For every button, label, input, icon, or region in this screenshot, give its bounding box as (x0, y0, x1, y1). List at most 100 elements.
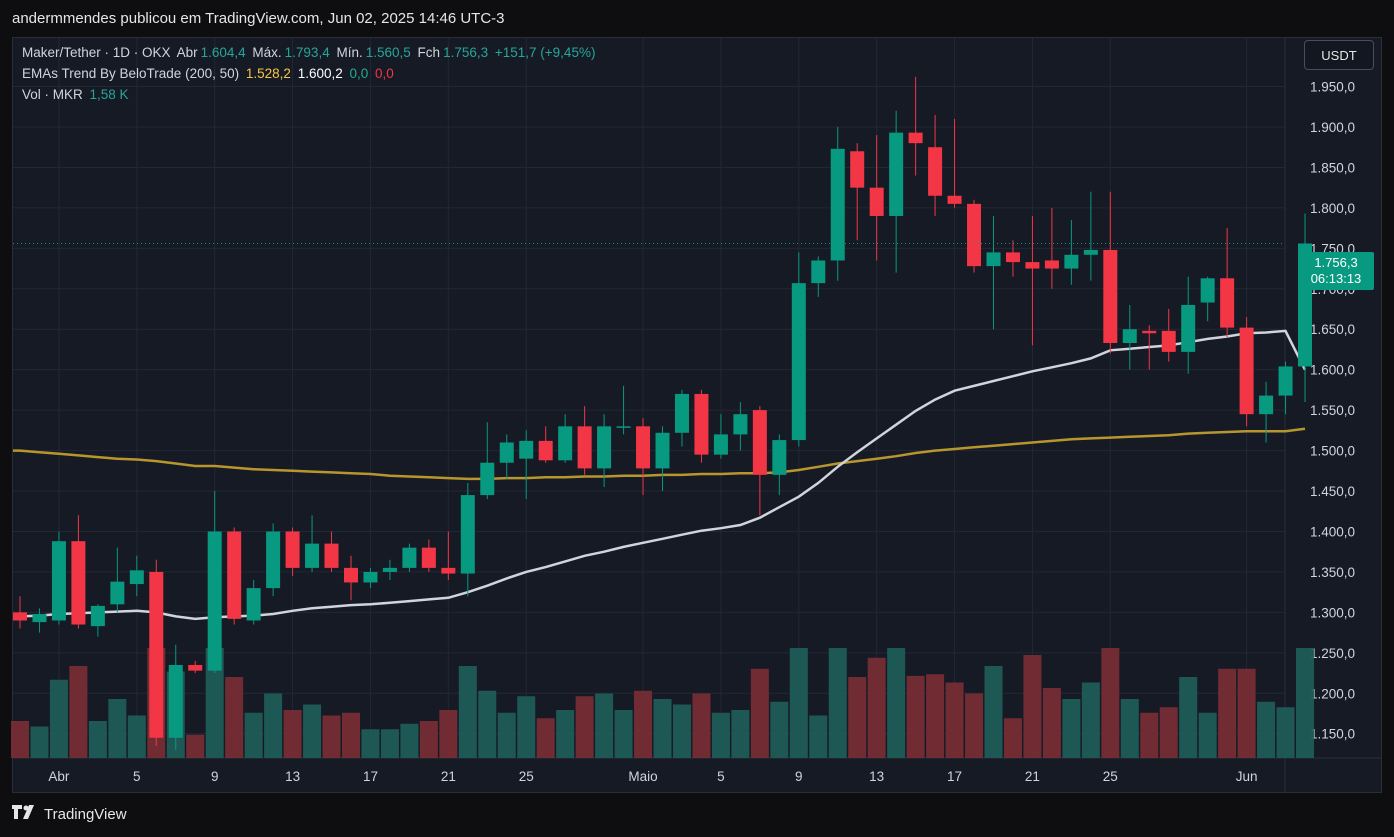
footer-brand[interactable]: TradingView (12, 805, 127, 823)
volume-bar (789, 648, 808, 758)
candle-body (986, 252, 1001, 267)
x-tick-label: 17 (947, 769, 962, 784)
x-tick-label: Abr (48, 769, 70, 784)
volume-bar (341, 712, 360, 758)
volume-bar (828, 648, 847, 758)
volume-bar (1120, 699, 1139, 758)
legend-volume-name[interactable]: Vol · MKR (22, 87, 83, 102)
legend-open-value: 1.604,4 (200, 45, 246, 60)
candle-body (402, 547, 417, 568)
volume-bar (556, 710, 575, 758)
legend-indicator-line[interactable]: EMAs Trend By BeloTrade (200, 50) 1.528,… (22, 66, 397, 81)
x-tick-label: Jun (1236, 769, 1258, 784)
legend-high-value: 1.793,4 (284, 45, 330, 60)
volume-bar (361, 729, 380, 758)
candle-body (227, 531, 242, 619)
candle-body (13, 612, 27, 621)
volume-bar (11, 721, 29, 758)
candle-body (733, 414, 748, 435)
x-tick-label: 5 (717, 769, 725, 784)
volume-bar (458, 666, 477, 758)
legend-close-value: 1.756,3 (443, 45, 489, 60)
volume-bar (1081, 682, 1100, 758)
candle-body (90, 605, 105, 627)
volume-bar (225, 677, 244, 758)
volume-bar (634, 690, 653, 758)
candle-body (655, 432, 670, 469)
volume-bar (127, 715, 146, 758)
volume-bar (672, 704, 691, 758)
volume-bar (614, 710, 633, 758)
y-tick-label: 1.450,0 (1310, 484, 1355, 499)
candle-body (246, 588, 261, 621)
legend-close-label: Fch (417, 45, 441, 60)
volume-bar (984, 666, 1003, 758)
candle-body (149, 571, 164, 738)
volume-bar (322, 715, 341, 758)
volume-bar (653, 699, 672, 758)
candle-body (441, 567, 456, 574)
x-tick-label: 17 (363, 769, 378, 784)
candle-body (1122, 329, 1137, 343)
volume-bar (1042, 688, 1061, 758)
candle-body (1278, 366, 1293, 396)
legend-indicator-value4: 0,0 (375, 66, 394, 81)
volume-bar (575, 696, 594, 758)
legend-low-value: 1.560,5 (365, 45, 411, 60)
volume-bar (595, 693, 614, 758)
x-tick-label: Maio (628, 769, 657, 784)
volume-bar (711, 712, 730, 758)
candle-body (713, 434, 728, 455)
legend-indicator-name[interactable]: EMAs Trend By BeloTrade (200, 50) (22, 66, 240, 81)
candle-body (636, 426, 651, 469)
candle-body (188, 664, 203, 671)
candle-body (616, 426, 631, 428)
candle-body (1064, 254, 1079, 269)
legend-ema50-value: 1.600,2 (297, 66, 343, 81)
candle-body (168, 664, 183, 738)
candle-body (791, 283, 806, 441)
volume-bar (1237, 668, 1256, 758)
candle-body (1239, 327, 1254, 415)
candle-body (421, 547, 436, 568)
legend-volume-line[interactable]: Vol · MKR 1,58 K (22, 87, 132, 102)
candle-body (1181, 304, 1196, 352)
y-tick-label: 1.300,0 (1310, 605, 1355, 620)
volume-bar (1276, 707, 1295, 758)
volume-bar (497, 712, 516, 758)
candle-body (850, 151, 865, 188)
volume-bar (88, 721, 107, 758)
volume-bar (731, 710, 750, 758)
legend-volume-value: 1,58 K (89, 87, 129, 102)
volume-bar (186, 734, 205, 758)
currency-button[interactable]: USDT (1304, 40, 1374, 70)
candle-body (1259, 395, 1274, 415)
y-tick-label: 1.150,0 (1310, 727, 1355, 742)
x-tick-label: 13 (285, 769, 300, 784)
legend-change-value: +151,7 (+9,45%) (494, 45, 596, 60)
volume-bar (419, 721, 438, 758)
volume-bar (848, 677, 867, 758)
x-tick-label: 13 (869, 769, 884, 784)
candle-body (1161, 330, 1176, 352)
candle-body (674, 393, 689, 433)
candle-body (1200, 278, 1215, 303)
volume-bar (926, 674, 945, 758)
legend-symbol-line: Maker/Tether · 1D · OKX Abr 1.604,4 Máx. 1… (22, 45, 598, 60)
candle-body (382, 567, 397, 572)
candle-body (772, 440, 787, 475)
volume-bar (1101, 648, 1120, 758)
candle-body (869, 187, 884, 216)
candle-body (928, 147, 943, 196)
candle-body (480, 462, 495, 496)
plot-area (13, 38, 1285, 758)
last-price-value: 1.756,3 (1314, 255, 1358, 270)
legend-symbol[interactable]: Maker/Tether · 1D · OKX (22, 45, 171, 60)
candle-body (1220, 278, 1235, 328)
y-tick-label: 1.600,0 (1310, 363, 1355, 378)
volume-bar (1257, 701, 1276, 758)
y-tick-label: 1.950,0 (1310, 80, 1355, 95)
y-tick-label: 1.900,0 (1310, 120, 1355, 135)
volume-bar (770, 701, 789, 758)
